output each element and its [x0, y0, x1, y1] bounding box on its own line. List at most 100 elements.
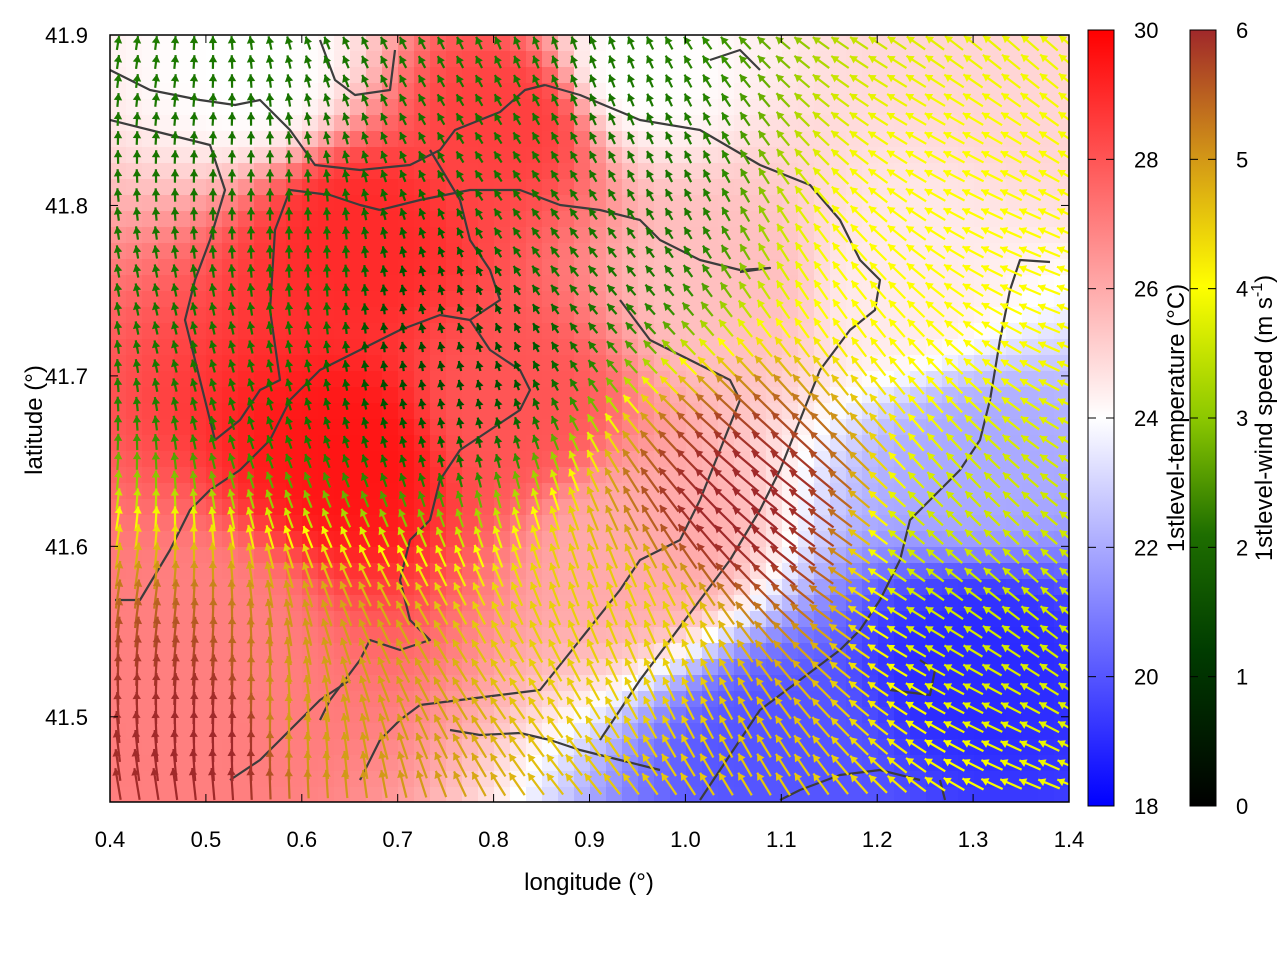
heat-cell — [142, 787, 159, 802]
heat-cell — [398, 227, 415, 244]
heat-cell — [574, 243, 591, 260]
heat-cell — [398, 99, 415, 116]
x-tick-label: 0.5 — [191, 827, 222, 852]
heat-cell — [974, 675, 991, 692]
heat-cell — [414, 387, 431, 404]
heat-cell — [526, 419, 543, 436]
heat-cell — [174, 771, 191, 788]
heat-cell — [158, 35, 175, 52]
heat-cell — [382, 595, 399, 612]
heat-cell — [254, 435, 271, 452]
heat-cell — [190, 195, 207, 212]
heat-cell — [366, 371, 383, 388]
heat-cell — [190, 67, 207, 84]
heat-cell — [222, 531, 239, 548]
heat-cell — [158, 739, 175, 756]
heat-cell — [318, 195, 335, 212]
heat-cell — [494, 99, 511, 116]
heat-cell — [334, 403, 351, 420]
heat-cell — [382, 451, 399, 468]
heat-cell — [478, 355, 495, 372]
heat-cell — [798, 371, 815, 388]
heat-cell — [206, 627, 223, 644]
x-tick-label: 1.2 — [862, 827, 893, 852]
heat-cell — [254, 307, 271, 324]
heat-cell — [974, 547, 991, 564]
heat-cell — [174, 355, 191, 372]
heat-cell — [846, 723, 863, 740]
heat-cell — [478, 387, 495, 404]
heat-cell — [894, 99, 911, 116]
heat-cell — [206, 83, 223, 100]
heat-cell — [462, 323, 479, 340]
heat-cell — [398, 83, 415, 100]
heat-cell — [334, 435, 351, 452]
temperature-heatmap — [110, 35, 1069, 802]
heat-cell — [158, 163, 175, 180]
heat-cell — [462, 83, 479, 100]
heat-cell — [158, 723, 175, 740]
heat-cell — [190, 787, 207, 802]
heat-cell — [174, 595, 191, 612]
heat-cell — [222, 291, 239, 308]
heat-cell — [462, 147, 479, 164]
heat-cell — [302, 771, 319, 788]
heat-cell — [206, 659, 223, 676]
heat-cell — [174, 35, 191, 52]
heat-cell — [574, 51, 591, 68]
x-tick-label: 1.3 — [958, 827, 989, 852]
heat-cell — [478, 51, 495, 68]
heat-cell — [526, 739, 543, 756]
heat-cell — [254, 243, 271, 260]
heat-cell — [574, 339, 591, 356]
heat-cell — [190, 163, 207, 180]
x-axis-label: longitude (°) — [524, 869, 654, 896]
heat-cell — [478, 371, 495, 388]
heat-cell — [270, 387, 287, 404]
heat-cell — [574, 67, 591, 84]
heat-cell — [254, 595, 271, 612]
heat-cell — [798, 707, 815, 724]
heat-cell — [382, 579, 399, 596]
heat-cell — [158, 147, 175, 164]
heat-cell — [382, 275, 399, 292]
heat-cell — [350, 579, 367, 596]
heat-cell — [270, 163, 287, 180]
heat-cell — [174, 659, 191, 676]
heat-cell — [814, 499, 831, 516]
heat-cell — [446, 99, 463, 116]
heat-cell — [158, 531, 175, 548]
heat-cell — [638, 787, 655, 802]
heat-cell — [478, 147, 495, 164]
heat-cell — [254, 371, 271, 388]
heat-cell — [990, 707, 1007, 724]
heat-cell — [158, 339, 175, 356]
heat-cell — [366, 307, 383, 324]
heat-cell — [686, 755, 703, 772]
heat-cell — [366, 163, 383, 180]
heat-cell — [878, 211, 895, 228]
heat-cell — [254, 291, 271, 308]
heat-cell — [350, 515, 367, 532]
heat-cell — [446, 51, 463, 68]
heat-cell — [206, 275, 223, 292]
heat-cell — [494, 147, 511, 164]
heat-cell — [782, 115, 799, 132]
heat-cell — [942, 419, 959, 436]
heat-cell — [318, 179, 335, 196]
heat-cell — [462, 627, 479, 644]
heat-cell — [478, 611, 495, 628]
heat-cell — [478, 227, 495, 244]
heat-cell — [478, 35, 495, 52]
heat-cell — [494, 339, 511, 356]
heat-cell — [734, 99, 751, 116]
heat-cell — [846, 787, 863, 802]
heat-cell — [254, 323, 271, 340]
heat-cell — [158, 51, 175, 68]
heat-cell — [334, 323, 351, 340]
heat-cell — [398, 419, 415, 436]
heat-cell — [606, 787, 623, 802]
heat-cell — [670, 403, 687, 420]
heat-cell — [110, 787, 127, 802]
